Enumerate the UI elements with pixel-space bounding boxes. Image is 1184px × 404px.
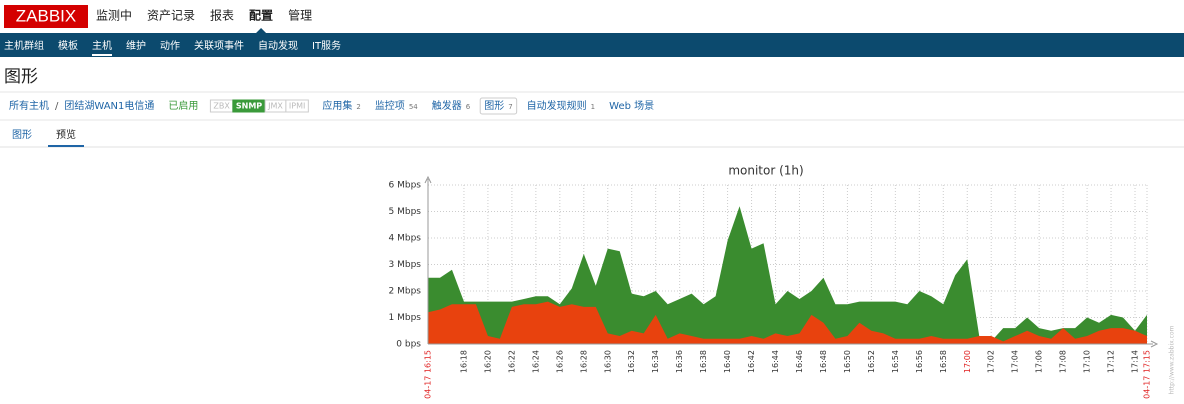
- area: [428, 206, 1147, 344]
- x-tick-label: 17:14: [1131, 350, 1140, 373]
- area: [428, 301, 1147, 344]
- page-title: 图形: [4, 67, 38, 87]
- tab-active: [48, 145, 84, 147]
- host-link-count: 2: [356, 103, 360, 111]
- subnav-bar: [0, 33, 1184, 57]
- x-tick-label: 16:38: [699, 350, 708, 373]
- x-tick-label: 16:28: [579, 350, 588, 373]
- x-tick-label: 16:48: [819, 350, 828, 373]
- subnav-active: [92, 54, 112, 56]
- host-link[interactable]: 触发器: [432, 99, 462, 112]
- host-status: 已启用: [168, 99, 198, 112]
- axis-arrow: [424, 175, 432, 184]
- x-tick-label: 16:34: [651, 350, 660, 373]
- host-link[interactable]: Web 场景: [609, 99, 654, 112]
- y-tick-label: 4 Mbps: [389, 234, 422, 244]
- watermark: http://www.zabbix.com: [1169, 325, 1176, 394]
- x-tick-label: 17:02: [987, 350, 996, 373]
- x-tick-label: 16:18: [459, 350, 468, 373]
- host-link[interactable]: 自动发现规则: [527, 99, 587, 112]
- subnav-item[interactable]: 维护: [126, 39, 146, 52]
- y-tick-label: 1 Mbps: [389, 313, 422, 323]
- y-tick-label: 5 Mbps: [389, 207, 422, 217]
- menu-item[interactable]: 资产记录: [147, 9, 195, 23]
- logo-box[interactable]: [4, 5, 88, 28]
- subnav-item[interactable]: IT服务: [312, 39, 341, 52]
- x-tick-label: 16:36: [675, 350, 684, 373]
- badge: [285, 99, 309, 113]
- chart-title: monitor (1h): [728, 164, 803, 178]
- x-tick-label: 16:50: [843, 350, 852, 373]
- badge-text: IPMI: [289, 102, 305, 111]
- subnav-item[interactable]: 动作: [160, 40, 180, 52]
- badge-text: JMX: [267, 102, 283, 111]
- y-tick-label: 6 Mbps: [389, 181, 422, 191]
- x-tick-label: 16:42: [747, 350, 756, 373]
- menu-item[interactable]: 报表: [210, 8, 234, 23]
- badge-text: SNMP: [236, 102, 262, 111]
- x-tick-label: 17:08: [1059, 350, 1068, 373]
- subnav-item[interactable]: 模板: [58, 39, 78, 52]
- subnav-item[interactable]: 主机群组: [4, 39, 44, 52]
- x-tick-label: 16:22: [507, 350, 516, 373]
- subnav-item[interactable]: 自动发现: [258, 39, 298, 52]
- link-active: [479, 97, 518, 115]
- x-tick-label: 16:26: [555, 350, 564, 373]
- active-caret: [256, 28, 267, 33]
- x-tick-label: 17:00: [963, 350, 972, 373]
- host-link-count: 7: [508, 103, 512, 111]
- x-tick-label: 17:10: [1083, 350, 1092, 373]
- tab[interactable]: 图形: [12, 129, 32, 141]
- x-tick-label: 16:58: [939, 350, 948, 373]
- x-tick-label: 04-17 16:15: [424, 350, 433, 399]
- x-tick-label: 17:04: [1011, 350, 1020, 373]
- x-tick-label: 16:40: [723, 350, 732, 373]
- menu-item[interactable]: 监测中: [96, 8, 132, 23]
- x-tick-label: 16:52: [867, 350, 876, 373]
- x-tick-label: 04-17 17:15: [1143, 350, 1152, 399]
- x-tick-label: 16:44: [771, 350, 780, 373]
- menu-item[interactable]: 管理: [288, 8, 312, 23]
- menu-item[interactable]: 配置: [249, 8, 273, 23]
- breadcrumb[interactable]: 所有主机: [9, 99, 49, 112]
- x-tick-label: 17:12: [1107, 350, 1116, 373]
- breadcrumb: /: [55, 101, 59, 112]
- badge-text: ZBX: [213, 102, 230, 111]
- x-tick-label: 16:54: [891, 350, 900, 373]
- x-tick-label: 16:56: [915, 350, 924, 373]
- x-tick-label: 16:24: [531, 350, 540, 373]
- logo: ZABBIX: [16, 6, 76, 25]
- axis-arrow: [1150, 340, 1159, 348]
- x-tick-label: 16:20: [483, 350, 492, 373]
- x-tick-label: 16:30: [603, 350, 612, 373]
- x-tick-label: 17:06: [1035, 350, 1044, 373]
- x-tick-label: 16:32: [627, 350, 636, 373]
- y-tick-label: 0 bps: [396, 340, 421, 350]
- tab[interactable]: 预览: [56, 128, 76, 141]
- subnav-item[interactable]: 主机: [92, 39, 112, 52]
- host-link-count: 54: [409, 103, 418, 111]
- breadcrumb[interactable]: 团结湖WAN1电信通: [64, 99, 154, 112]
- y-tick-label: 3 Mbps: [389, 260, 422, 270]
- host-link-count: 6: [466, 103, 471, 111]
- y-tick-label: 2 Mbps: [389, 287, 422, 297]
- x-tick-label: 16:46: [795, 350, 804, 373]
- host-link[interactable]: 图形: [484, 100, 504, 112]
- subnav-item[interactable]: 关联项事件: [194, 39, 244, 52]
- host-link[interactable]: 监控项: [375, 99, 405, 112]
- host-link-count: 1: [591, 103, 595, 111]
- header-bar: [0, 0, 1184, 33]
- host-link[interactable]: 应用集: [322, 99, 352, 112]
